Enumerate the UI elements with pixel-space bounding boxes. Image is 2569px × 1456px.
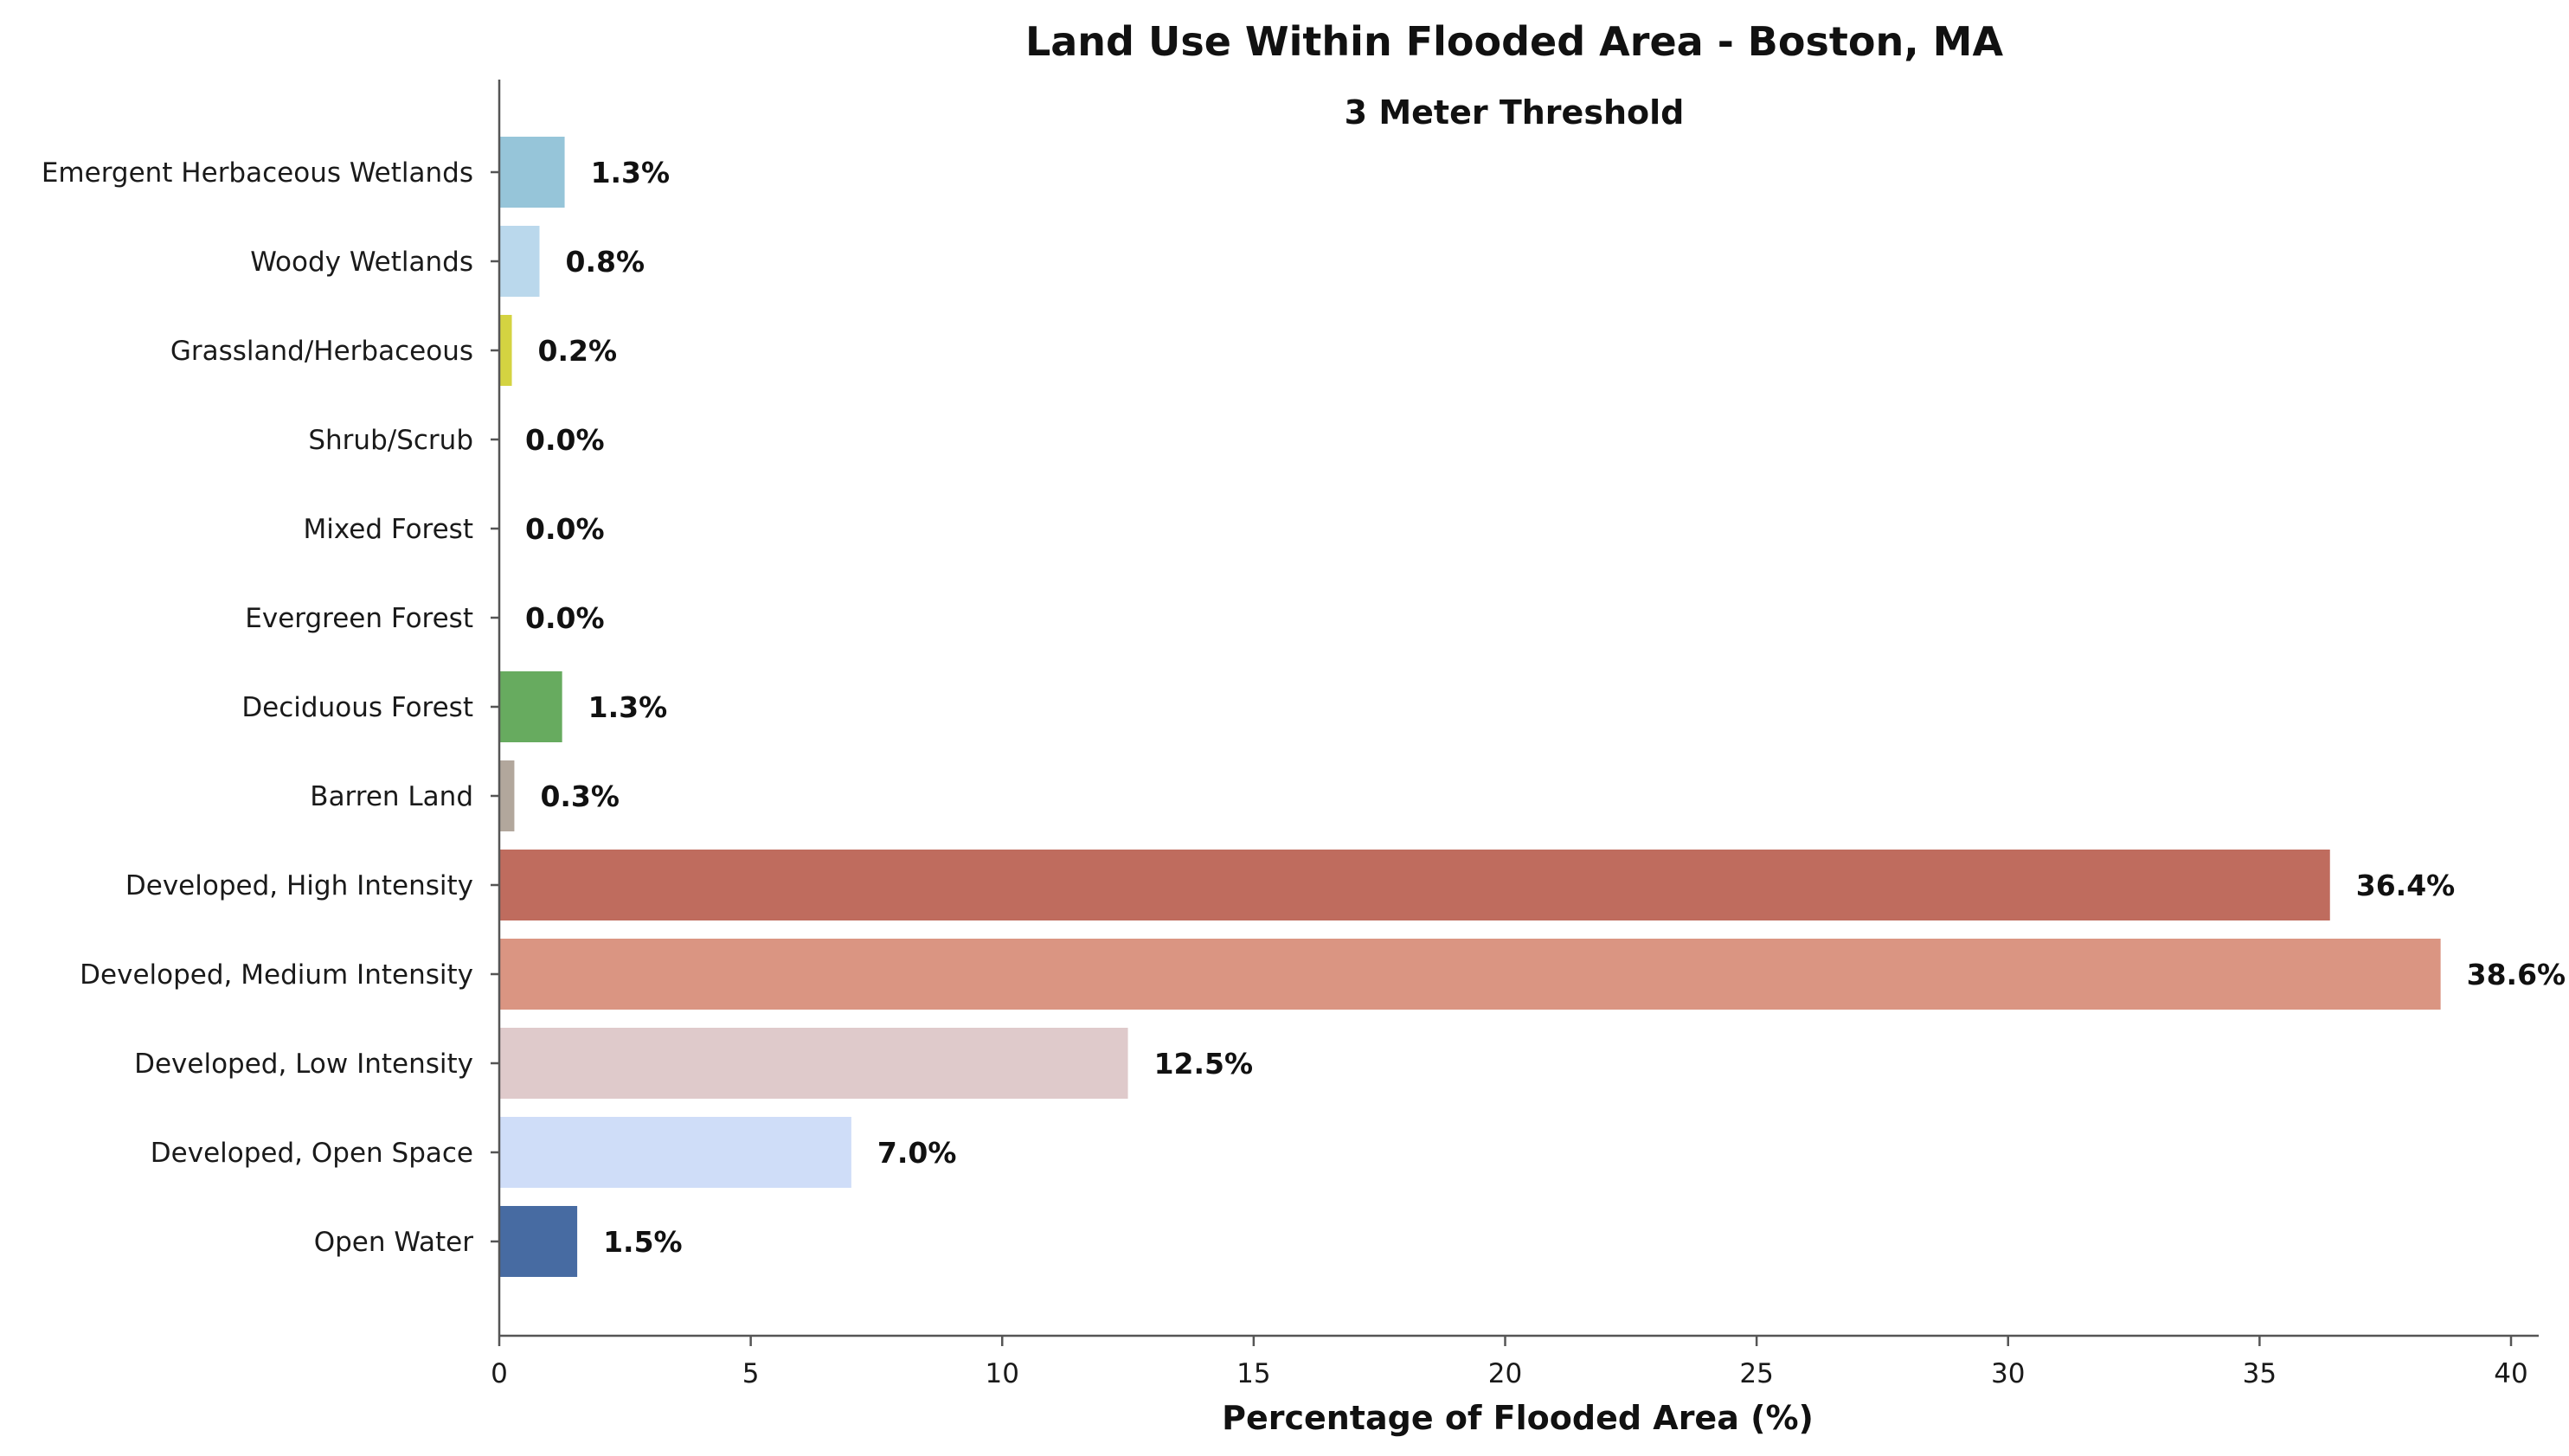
category-label-open-water: Open Water <box>314 1227 474 1258</box>
bar-developed-medium-intensity <box>499 939 2441 1010</box>
value-label-developed-open-space: 7.0% <box>877 1136 957 1170</box>
bar-grassland-herbaceous <box>499 315 512 386</box>
value-label-grassland-herbaceous: 0.2% <box>538 334 618 368</box>
x-tick-label-10: 10 <box>986 1358 1019 1389</box>
category-label-woody-wetlands: Woody Wetlands <box>250 247 473 278</box>
value-label-woody-wetlands: 0.8% <box>566 245 645 279</box>
bar-developed-low-intensity <box>499 1028 1128 1099</box>
x-tick-label-30: 30 <box>1991 1358 2025 1389</box>
category-label-developed-low-intensity: Developed, Low Intensity <box>134 1049 473 1080</box>
bar-deciduous-forest <box>499 671 562 742</box>
category-label-mixed-forest: Mixed Forest <box>304 514 474 545</box>
value-label-developed-medium-intensity: 38.6% <box>2467 958 2566 991</box>
value-label-barren-land: 0.3% <box>540 779 620 813</box>
x-tick-label-25: 25 <box>1739 1358 1773 1389</box>
value-label-developed-high-intensity: 36.4% <box>2356 869 2456 902</box>
x-axis-title: Percentage of Flooded Area (%) <box>1222 1399 1814 1437</box>
value-label-shrub-scrub: 0.0% <box>525 423 605 457</box>
category-label-developed-open-space: Developed, Open Space <box>151 1138 473 1169</box>
bar-barren-land <box>499 760 515 831</box>
category-label-developed-high-intensity: Developed, High Intensity <box>125 870 473 901</box>
bar-woody-wetlands <box>499 226 540 297</box>
x-tick-label-15: 15 <box>1236 1358 1270 1389</box>
category-label-grassland-herbaceous: Grassland/Herbaceous <box>170 336 473 367</box>
category-label-barren-land: Barren Land <box>310 781 473 812</box>
bars-group <box>499 137 2441 1277</box>
value-label-evergreen-forest: 0.0% <box>525 601 605 635</box>
category-label-developed-medium-intensity: Developed, Medium Intensity <box>80 959 473 991</box>
chart-title: Land Use Within Flooded Area - Boston, M… <box>1025 18 2004 65</box>
x-tick-label-0: 0 <box>491 1358 508 1389</box>
category-label-emergent-herbaceous-wetlands: Emergent Herbaceous Wetlands <box>42 157 473 189</box>
category-labels: Emergent Herbaceous Wetlands Woody Wetlan… <box>42 157 499 1258</box>
value-label-deciduous-forest: 1.3% <box>588 690 668 724</box>
value-label-emergent-herbaceous-wetlands: 1.3% <box>591 156 671 189</box>
x-tick-label-40: 40 <box>2494 1358 2527 1389</box>
bar-emergent-herbaceous-wetlands <box>499 137 565 208</box>
value-label-mixed-forest: 0.0% <box>525 512 605 546</box>
bar-developed-open-space <box>499 1117 851 1188</box>
value-labels: 1.3% 0.8% 0.2% 0.0% 0.0% 0.0% 1.3% 0.3% 36.4% 38.… <box>525 156 2566 1259</box>
category-label-deciduous-forest: Deciduous Forest <box>241 692 473 723</box>
category-label-shrub-scrub: Shrub/Scrub <box>308 425 473 456</box>
category-label-evergreen-forest: Evergreen Forest <box>245 603 473 634</box>
x-tick-label-20: 20 <box>1488 1358 1522 1389</box>
value-label-open-water: 1.5% <box>603 1225 683 1259</box>
bar-developed-high-intensity <box>499 850 2330 920</box>
x-axis-ticks: 0 5 10 15 20 25 30 35 40 <box>491 1336 2528 1389</box>
bar-open-water <box>499 1206 578 1277</box>
value-label-developed-low-intensity: 12.5% <box>1154 1047 1254 1081</box>
chart-subtitle: 3 Meter Threshold <box>1345 93 1685 131</box>
x-tick-label-35: 35 <box>2243 1358 2277 1389</box>
x-tick-label-5: 5 <box>742 1358 760 1389</box>
